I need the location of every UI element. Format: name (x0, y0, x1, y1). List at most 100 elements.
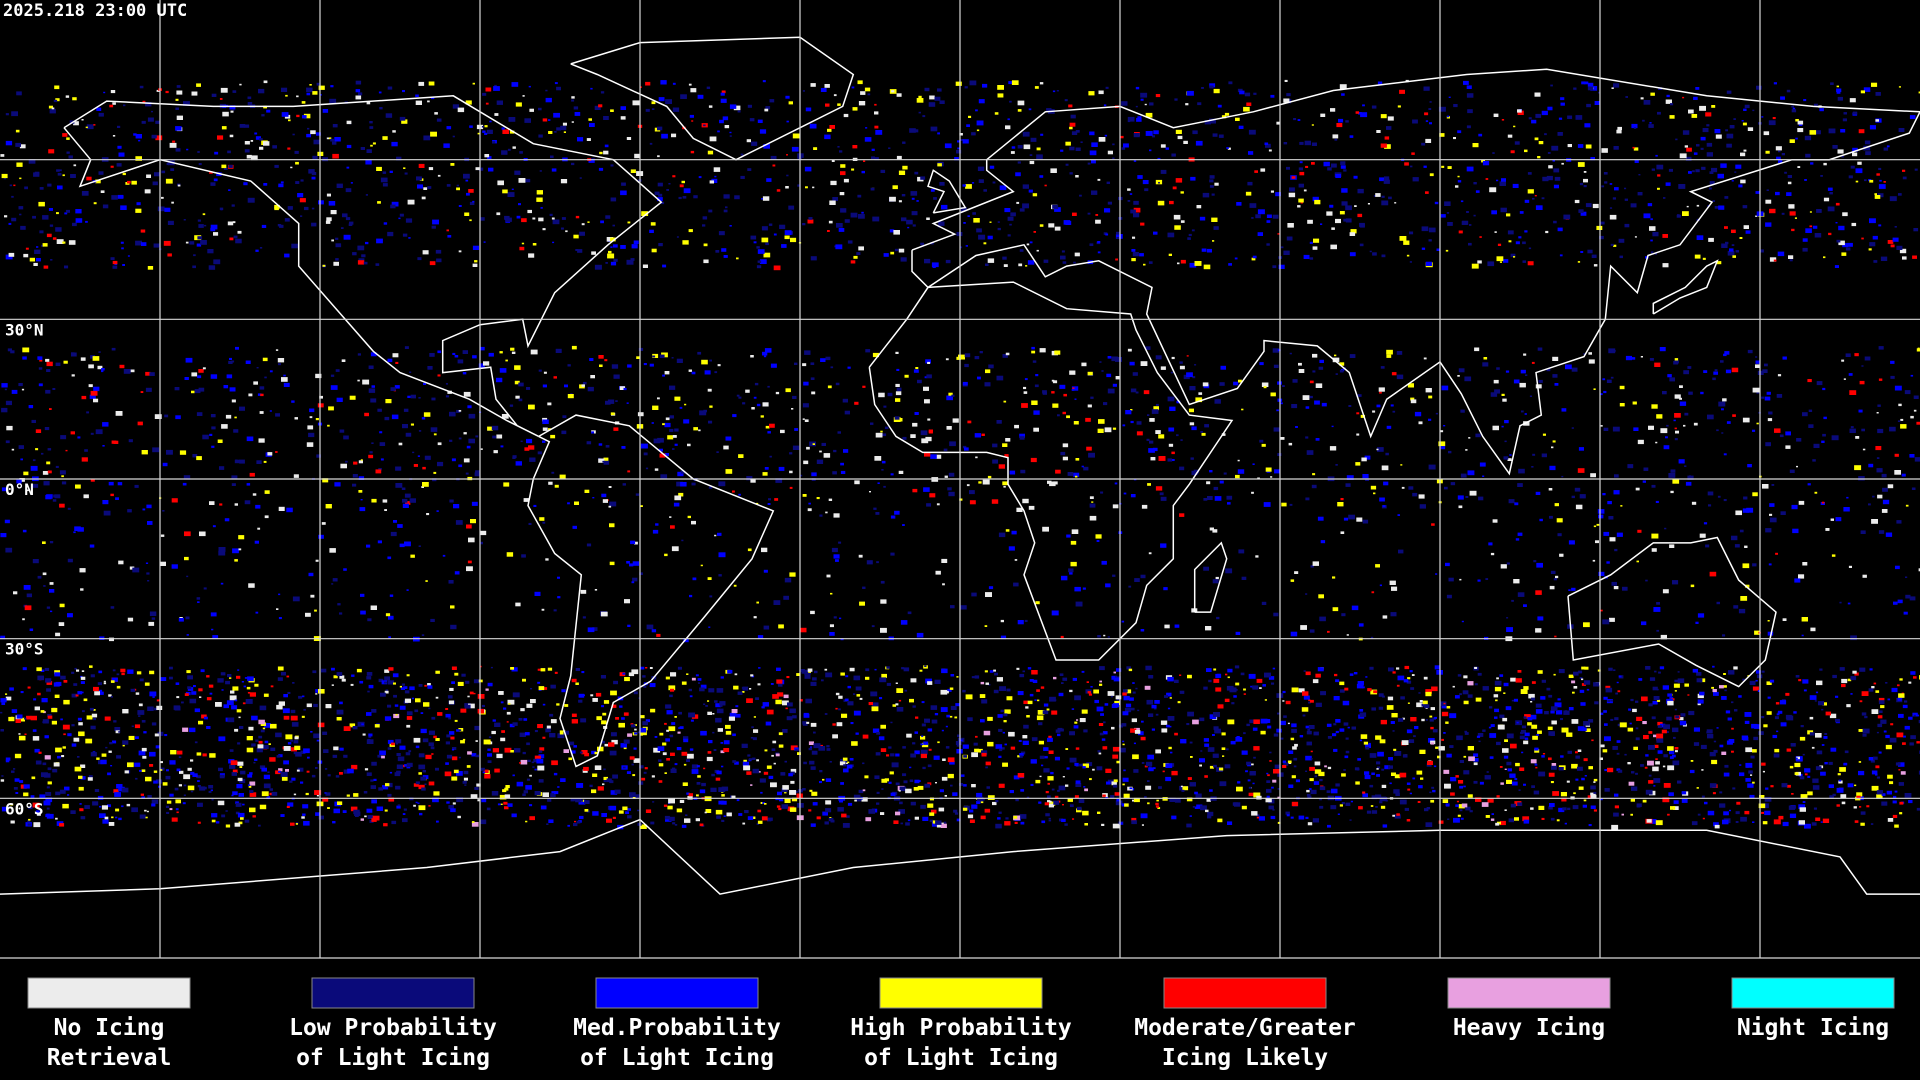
icing-pixel (1116, 237, 1119, 239)
icing-pixel (538, 754, 545, 759)
icing-pixel (402, 424, 408, 429)
icing-pixel (1602, 749, 1608, 753)
icing-pixel (1090, 686, 1093, 688)
icing-pixel (1195, 793, 1202, 798)
icing-pixel (1755, 360, 1761, 364)
icing-pixel (48, 208, 53, 211)
icing-pixel (790, 237, 797, 243)
icing-pixel (1561, 162, 1564, 165)
icing-pixel (1406, 254, 1410, 257)
icing-pixel (1489, 187, 1497, 193)
icing-pixel (167, 220, 174, 225)
icing-pixel (466, 192, 470, 196)
icing-pixel (1766, 681, 1772, 685)
icing-pixel (1549, 515, 1553, 519)
icing-pixel (213, 232, 219, 236)
icing-pixel (1320, 223, 1323, 225)
icing-pixel (1026, 243, 1030, 246)
icing-pixel (1091, 501, 1094, 503)
icing-pixel (86, 176, 92, 181)
icing-pixel (716, 815, 721, 819)
icing-pixel (454, 571, 460, 575)
icing-pixel (120, 241, 124, 244)
icing-pixel (283, 694, 288, 698)
icing-pixel (883, 253, 889, 257)
icing-pixel (1381, 254, 1386, 258)
icing-pixel (1889, 426, 1896, 432)
icing-pixel (1695, 169, 1700, 173)
icing-pixel (537, 451, 542, 455)
icing-pixel (1515, 538, 1520, 541)
icing-pixel (1387, 116, 1394, 121)
icing-pixel (288, 119, 291, 122)
icing-pixel (1674, 438, 1678, 441)
icing-pixel (1104, 134, 1108, 137)
icing-pixel (1776, 156, 1781, 160)
icing-pixel (202, 213, 206, 216)
icing-pixel (239, 124, 246, 128)
icing-pixel (752, 768, 759, 774)
icing-pixel (1534, 92, 1541, 97)
icing-pixel (744, 810, 749, 814)
icing-pixel (912, 224, 916, 227)
icing-pixel (35, 810, 40, 813)
icing-pixel (198, 387, 205, 392)
icing-pixel (1069, 146, 1075, 151)
icing-pixel (956, 149, 962, 154)
icing-pixel (581, 384, 585, 387)
icing-pixel (355, 89, 361, 93)
icing-pixel (779, 798, 784, 802)
icing-pixel (1611, 581, 1617, 586)
icing-pixel (611, 364, 619, 369)
icing-pixel (1864, 715, 1868, 719)
icing-pixel (1634, 236, 1637, 238)
icing-pixel (1586, 103, 1591, 108)
icing-pixel (1061, 682, 1064, 684)
icing-pixel (229, 237, 234, 241)
icing-pixel (152, 447, 160, 453)
icing-pixel (1289, 352, 1292, 355)
icing-pixel (1343, 722, 1349, 726)
icing-pixel (1103, 104, 1107, 107)
icing-pixel (725, 469, 733, 474)
icing-pixel (1272, 265, 1277, 269)
icing-pixel (556, 86, 561, 91)
icing-pixel (1517, 110, 1524, 115)
icing-pixel (239, 406, 245, 411)
icing-pixel (339, 429, 345, 433)
icing-pixel (83, 494, 89, 499)
icing-pixel (1361, 457, 1367, 462)
icing-pixel (1147, 802, 1150, 805)
icing-pixel (1060, 635, 1064, 638)
icing-pixel (689, 695, 693, 698)
icing-pixel (529, 108, 534, 112)
icing-pixel (1542, 433, 1546, 436)
icing-pixel (231, 204, 235, 207)
icing-pixel (1369, 753, 1377, 758)
icing-pixel (231, 772, 237, 776)
icing-pixel (443, 143, 450, 148)
icing-pixel (770, 363, 777, 368)
icing-pixel (264, 723, 271, 728)
icing-pixel (1411, 152, 1415, 155)
icing-pixel (1202, 382, 1209, 387)
icing-pixel (627, 221, 631, 224)
icing-pixel (1913, 395, 1919, 399)
icing-pixel (467, 405, 472, 409)
icing-pixel (1112, 574, 1116, 577)
icing-pixel (515, 461, 522, 466)
icing-pixel (1876, 794, 1883, 799)
icing-pixel (1535, 628, 1542, 633)
icing-pixel (1089, 150, 1097, 156)
icing-pixel (34, 249, 41, 254)
icing-pixel (1707, 734, 1714, 739)
icing-pixel (1696, 204, 1700, 207)
icing-pixel (1225, 568, 1233, 574)
icing-pixel (1635, 772, 1638, 775)
icing-pixel (1731, 727, 1734, 730)
icing-pixel (940, 689, 948, 695)
icing-pixel (1697, 613, 1705, 618)
icing-pixel (693, 427, 698, 431)
icing-pixel (1193, 469, 1199, 474)
icing-pixel (1389, 580, 1396, 585)
